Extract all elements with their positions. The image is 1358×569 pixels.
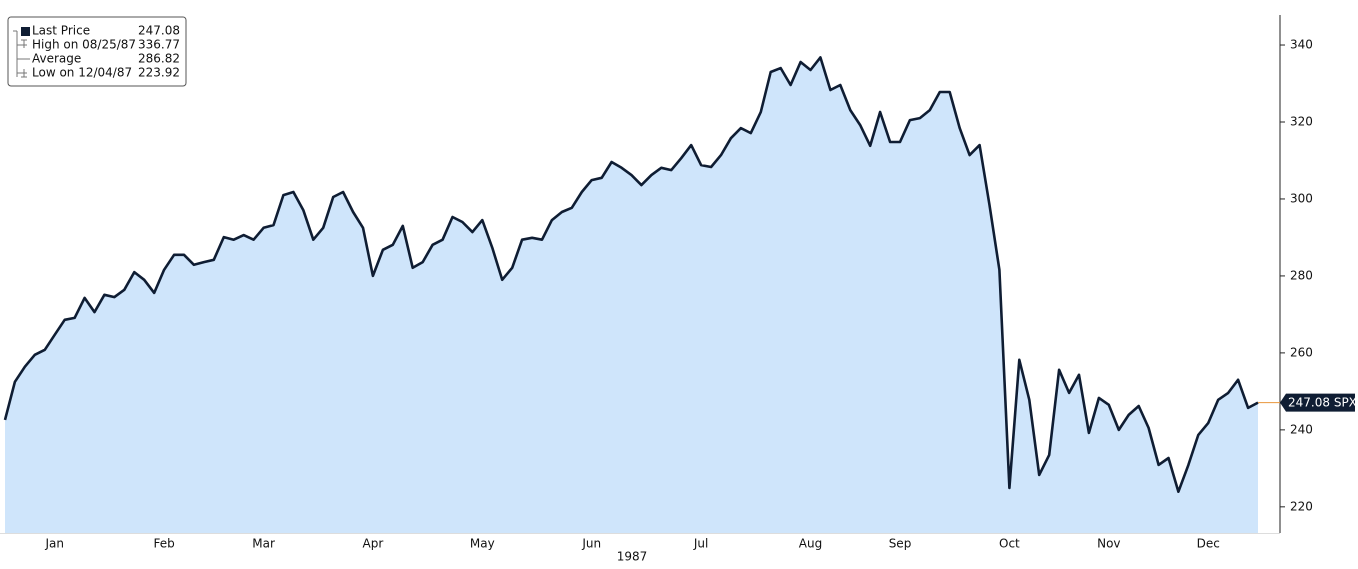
x-tick-label: Oct bbox=[999, 537, 1020, 551]
y-tick-label: 280 bbox=[1290, 268, 1313, 282]
legend-label: Low on 12/04/87 bbox=[32, 66, 132, 80]
y-tick-label: 320 bbox=[1290, 114, 1313, 128]
price-line bbox=[3, 56, 1259, 493]
legend-value: 286.82 bbox=[138, 52, 180, 66]
legend-label: High on 08/25/87 bbox=[32, 38, 136, 52]
x-tick-label: Mar bbox=[252, 537, 275, 551]
x-tick-label: May bbox=[470, 537, 495, 551]
series-name: SPX bbox=[1334, 395, 1357, 409]
x-tick-label: Dec bbox=[1197, 537, 1220, 551]
last-price-value: 247.08 bbox=[1288, 395, 1330, 409]
x-tick-label: Jun bbox=[581, 537, 601, 551]
x-tick-label: Sep bbox=[889, 537, 912, 551]
x-tick-label: Jul bbox=[693, 537, 708, 551]
x-tick-label: Aug bbox=[799, 537, 822, 551]
legend-icons bbox=[13, 30, 30, 78]
legend-value: 247.08 bbox=[138, 24, 180, 38]
y-tick-label: 220 bbox=[1290, 499, 1313, 513]
x-tick-label: Feb bbox=[153, 537, 174, 551]
y-tick-label: 260 bbox=[1290, 345, 1313, 359]
area-fill bbox=[5, 57, 1258, 534]
x-tick-label: Nov bbox=[1097, 537, 1120, 551]
x-tick-label: Apr bbox=[363, 537, 384, 551]
legend-box bbox=[7, 16, 187, 87]
legend-value: 336.77 bbox=[138, 38, 180, 52]
last-price-label: 247.08 SPX bbox=[1288, 395, 1357, 409]
legend-label: Average bbox=[32, 52, 81, 66]
x-tick-label: Jan bbox=[44, 537, 64, 551]
legend-swatch bbox=[21, 27, 30, 36]
x-axis-label: 1987 bbox=[617, 550, 648, 564]
y-tick-label: 300 bbox=[1290, 191, 1313, 205]
legend-label: Last Price bbox=[32, 24, 90, 38]
last-price-tag bbox=[1280, 393, 1355, 412]
legend-value: 223.92 bbox=[138, 66, 180, 80]
y-tick-label: 240 bbox=[1290, 422, 1313, 436]
y-tick-label: 340 bbox=[1290, 38, 1313, 52]
